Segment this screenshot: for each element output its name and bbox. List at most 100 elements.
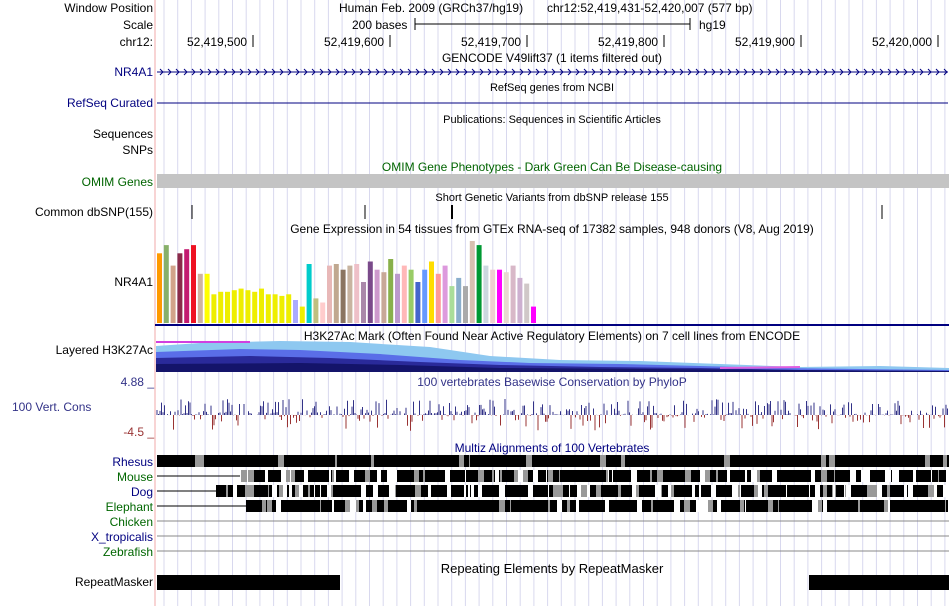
gencode-track-label[interactable]: NR4A1: [114, 65, 153, 79]
gtex-bar: [279, 295, 285, 323]
gtex-bar: [422, 269, 428, 323]
gtex-bar: [306, 264, 312, 323]
h3k27ac-track-title: H3K27Ac Mark (Often Found Near Active Re…: [303, 329, 801, 343]
species-label-chicken[interactable]: Chicken: [109, 515, 153, 529]
species-label-mouse[interactable]: Mouse: [116, 470, 153, 484]
position-readout: chr12:52,419,431-52,420,007 (577 bp): [547, 1, 753, 15]
pubs-snps-label[interactable]: SNPs: [122, 143, 153, 157]
gtex-bar: [184, 249, 190, 323]
repeat-track-title: Repeating Elements by RepeatMasker: [440, 561, 664, 576]
gtex-bar: [463, 286, 468, 323]
gtex-track-label[interactable]: NR4A1: [114, 275, 153, 289]
refseq-track-label[interactable]: RefSeq Curated: [66, 96, 153, 110]
gtex-bar: [157, 253, 162, 323]
ruler-tick-label: 52,419,600: [324, 35, 385, 49]
gtex-bar: [211, 294, 217, 323]
gtex-bar: [299, 306, 305, 323]
gtex-bar: [401, 265, 407, 323]
gtex-bar: [503, 272, 509, 323]
scale-label: Scale: [122, 18, 153, 32]
gtex-bar: [429, 261, 434, 323]
gtex-bar: [381, 272, 387, 323]
multiz-alignment-blocks: [157, 455, 949, 552]
gtex-bar: [191, 245, 196, 323]
scale-db: hg19: [699, 18, 726, 32]
dbsnp-variants: [191, 205, 883, 219]
cons-track-label[interactable]: 100 Vert. Cons: [12, 400, 92, 414]
gtex-bar: [476, 245, 482, 323]
gtex-bar: [408, 269, 414, 323]
multiz-track-title: Multiz Alignments of 100 Vertebrates: [454, 441, 650, 455]
species-label-elephant[interactable]: Elephant: [105, 500, 153, 514]
omim-gene-feature[interactable]: [157, 174, 949, 188]
gtex-bar: [442, 265, 448, 323]
gtex-bar: [374, 269, 380, 323]
gtex-bar: [197, 273, 203, 323]
repeat-block-left[interactable]: [157, 575, 340, 590]
h3k27ac-track-label[interactable]: Layered H3K27Ac: [55, 343, 153, 357]
gtex-bar: [340, 269, 346, 323]
gtex-bar: [333, 264, 339, 323]
gtex-bar: [497, 269, 502, 323]
gtex-bar: [327, 265, 332, 323]
gtex-bar: [531, 306, 536, 323]
gtex-bar: [347, 265, 353, 323]
species-label-zebrafish[interactable]: Zebrafish: [102, 545, 153, 559]
species-label-xtropicalis[interactable]: X_tropicalis: [90, 530, 153, 544]
dbsnp-track-title: Short Genetic Variants from dbSNP releas…: [435, 192, 669, 204]
gtex-bar: [238, 288, 244, 323]
gtex-bar: [252, 291, 258, 323]
gtex-bar: [231, 290, 237, 323]
species-label-rhesus[interactable]: Rhesus: [112, 455, 153, 469]
cons-max-label: 4.88 _: [120, 375, 154, 389]
gtex-bar: [293, 300, 298, 323]
gtex-bar: [259, 288, 264, 323]
chrom-label: chr12:: [119, 35, 153, 49]
gtex-bar: [456, 277, 462, 323]
conservation-wiggle: [156, 399, 948, 431]
ruler-tick-label: 52,419,700: [461, 35, 522, 49]
gtex-bar: [524, 283, 530, 323]
gtex-bar: [490, 269, 496, 323]
repeat-block-right[interactable]: [809, 575, 949, 590]
gtex-bar: [225, 291, 230, 323]
scale-bar: [414, 18, 691, 30]
ruler-ticks: [252, 35, 939, 47]
gtex-bar: [415, 282, 421, 323]
ruler-tick-label: 52,419,900: [735, 35, 796, 49]
gencode-track-title: GENCODE V49lift37 (1 items filtered out): [441, 51, 663, 65]
cons-min-label: -4.5 _: [123, 425, 154, 439]
gtex-bar: [245, 290, 251, 323]
gtex-bar: [354, 264, 360, 323]
gtex-bar: [313, 298, 319, 323]
assembly-title: Human Feb. 2009 (GRCh37/hg19): [339, 1, 524, 15]
gtex-bar: [469, 241, 475, 323]
gencode-gene-feature[interactable]: [157, 68, 948, 76]
pubs-track-title: Publications: Sequences in Scientific Ar…: [443, 114, 661, 126]
repeat-track-label[interactable]: RepeatMasker: [74, 575, 153, 589]
gtex-bar: [510, 265, 516, 323]
gtex-bar: [218, 291, 224, 323]
gtex-bar: [367, 261, 373, 323]
omim-track-label[interactable]: OMIM Genes: [81, 175, 153, 189]
gtex-track-title: Gene Expression in 54 tissues from GTEx …: [290, 222, 814, 236]
gtex-bar: [435, 273, 441, 323]
gtex-bar: [163, 245, 169, 323]
gtex-bar: [286, 294, 292, 323]
h3k27ac-signal: [156, 341, 949, 372]
gtex-bar: [177, 253, 183, 323]
omim-track-title: OMIM Gene Phenotypes - Dark Green Can Be…: [381, 160, 723, 174]
dbsnp-track-label[interactable]: Common dbSNP(155): [34, 205, 153, 219]
refseq-track-title: RefSeq genes from NCBI: [489, 82, 615, 94]
scale-text: 200 bases: [352, 18, 408, 32]
species-label-dog[interactable]: Dog: [130, 485, 153, 499]
ruler-tick-label: 52,419,800: [598, 35, 659, 49]
pubs-sequences-label[interactable]: Sequences: [92, 127, 153, 141]
gtex-bar: [388, 259, 394, 323]
cons-track-title: 100 vertebrates Basewise Conservation by…: [417, 375, 687, 389]
ruler-tick-label: 52,420,000: [872, 35, 933, 49]
gtex-bar: [361, 282, 366, 323]
gtex-bar: [483, 265, 489, 323]
gtex-bar: [265, 294, 271, 323]
